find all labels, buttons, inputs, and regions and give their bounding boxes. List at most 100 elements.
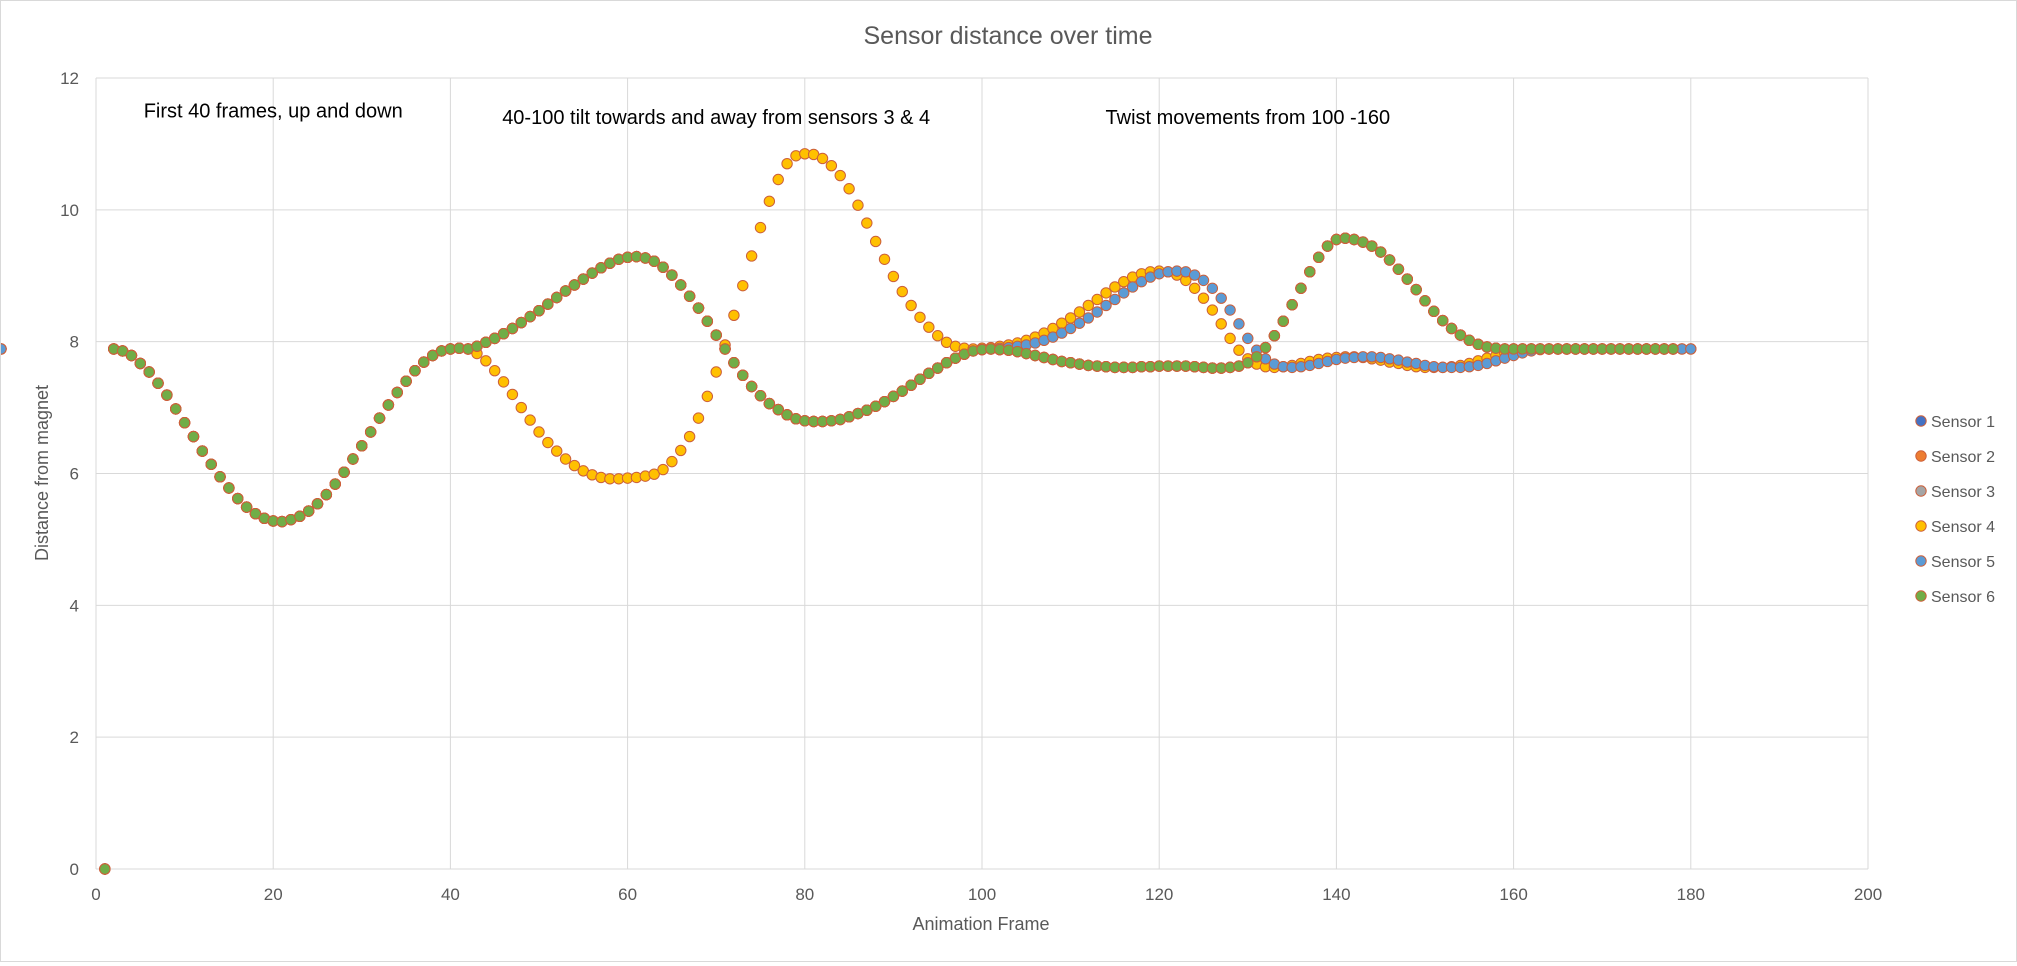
data-point — [1685, 343, 1697, 355]
gridlines — [95, 77, 1869, 870]
data-point — [692, 302, 705, 314]
data-point — [1100, 287, 1112, 299]
data-point — [1437, 314, 1449, 327]
series-3 — [99, 232, 1679, 875]
data-point — [1118, 275, 1130, 288]
x-tick-label: 20 — [264, 885, 283, 904]
annotation-text: Twist movements from 100 -160 — [1106, 107, 1391, 129]
data-point — [1073, 317, 1086, 329]
data-point — [506, 322, 519, 335]
data-point — [692, 412, 705, 424]
data-point — [675, 279, 687, 291]
data-point — [745, 250, 758, 262]
data-point — [373, 412, 386, 424]
data-point — [1242, 357, 1254, 369]
data-point — [542, 436, 554, 449]
series-1 — [99, 232, 1679, 875]
data-point — [1126, 281, 1139, 293]
data-point — [701, 315, 714, 327]
data-point — [568, 459, 581, 472]
data-point — [356, 440, 368, 452]
data-point — [701, 390, 714, 403]
legend-label: Sensor 6 — [1931, 589, 1995, 606]
data-point — [1383, 254, 1396, 266]
data-point — [559, 453, 572, 465]
data-point — [214, 471, 226, 483]
legend: Sensor 1 Sensor 2 Sensor 3 Sensor 4 Sensor 5… — [1915, 414, 1995, 606]
data-point — [737, 369, 749, 381]
data-point — [1064, 322, 1077, 335]
data-point — [1224, 304, 1236, 316]
x-tick-label: 80 — [795, 885, 814, 904]
data-point — [1445, 322, 1458, 335]
data-point — [294, 510, 306, 523]
data-point — [754, 390, 767, 402]
data-point — [675, 444, 687, 457]
data-point — [178, 417, 191, 429]
data-point — [551, 445, 563, 457]
data-point — [0, 343, 7, 355]
data-point — [737, 279, 749, 292]
legend-marker — [1915, 555, 1927, 567]
data-point — [666, 269, 678, 281]
data-point — [1428, 305, 1440, 318]
data-point — [515, 316, 527, 329]
data-point — [187, 430, 200, 443]
x-axis-title: Animation Frame — [912, 914, 1049, 934]
x-tick-label: 0 — [91, 885, 100, 904]
data-point — [426, 349, 439, 362]
data-point — [329, 478, 341, 490]
legend-item: Sensor 1 — [1915, 414, 1995, 431]
data-point — [763, 195, 776, 207]
x-tick-label: 100 — [968, 885, 996, 904]
data-point — [1206, 282, 1219, 294]
data-point — [1410, 283, 1422, 296]
data-point — [595, 262, 607, 274]
data-point — [1304, 266, 1316, 278]
data-point — [418, 356, 430, 368]
data-point — [1215, 292, 1227, 304]
data-point — [1056, 327, 1068, 339]
x-tick-label: 120 — [1145, 885, 1173, 904]
data-point — [347, 453, 359, 465]
data-point — [852, 199, 864, 211]
data-point — [719, 343, 731, 355]
data-point — [1082, 312, 1095, 324]
data-point — [1215, 318, 1227, 330]
annotations: First 40 frames, up and down 40-100 tilt … — [144, 101, 1390, 130]
data-point — [302, 505, 315, 517]
data-point — [205, 458, 217, 470]
data-point — [559, 285, 572, 297]
data-point — [1454, 329, 1467, 341]
data-point — [506, 388, 519, 401]
data-point — [843, 183, 855, 195]
data-point — [382, 399, 395, 411]
series-5 — [0, 250, 1697, 875]
data-point — [1109, 281, 1121, 293]
data-point — [923, 367, 935, 380]
data-point — [887, 390, 900, 403]
data-point — [524, 310, 536, 323]
data-point — [657, 463, 669, 476]
data-point — [710, 329, 722, 341]
annotation-text: 40-100 tilt towards and away from sensor… — [502, 107, 930, 129]
x-tick-label: 180 — [1677, 885, 1705, 904]
legend-label: Sensor 2 — [1931, 449, 1995, 466]
data-point — [1206, 304, 1219, 316]
data-point — [232, 492, 244, 505]
data-point — [1259, 341, 1272, 354]
data-point — [338, 466, 350, 478]
data-point — [887, 270, 900, 283]
data-point — [869, 400, 882, 412]
data-point — [320, 488, 333, 501]
data-point — [1118, 287, 1130, 299]
data-point — [409, 364, 421, 377]
legend-item: Sensor 2 — [1915, 449, 1995, 466]
data-point — [1392, 263, 1405, 275]
legend-label: Sensor 4 — [1931, 519, 1995, 536]
data-point — [533, 304, 545, 317]
data-point — [816, 152, 829, 165]
y-axis-title: Distance from magnet — [32, 385, 52, 561]
data-point — [648, 468, 660, 480]
